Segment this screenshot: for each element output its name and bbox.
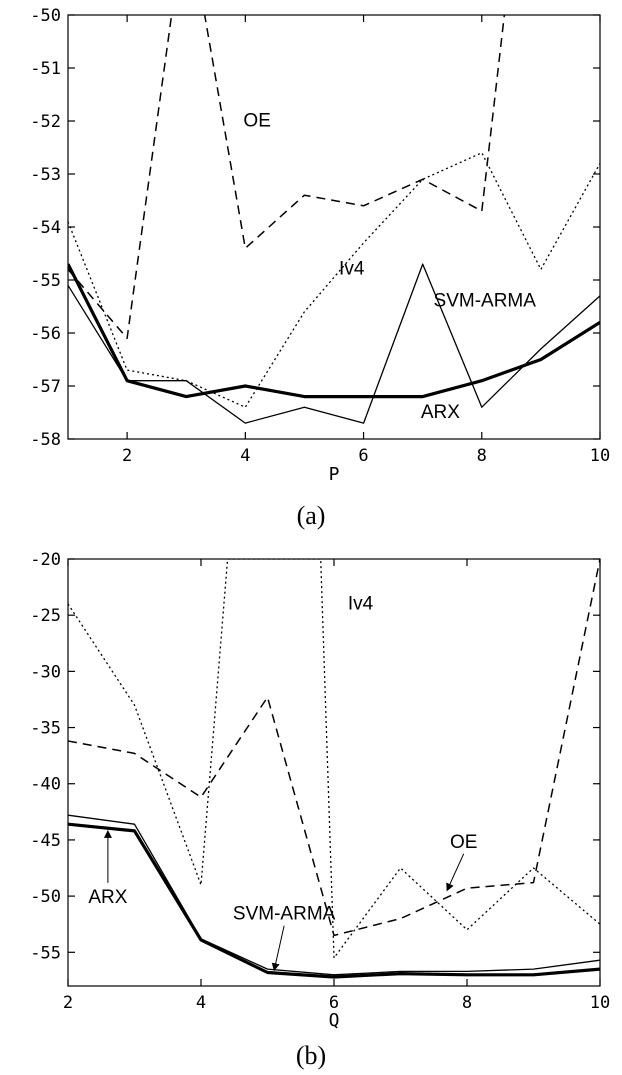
y-tick-label: -53	[30, 165, 61, 185]
y-tick-label: -25	[30, 606, 61, 626]
x-tick-label: 4	[240, 446, 250, 466]
x-tick-label: 6	[358, 446, 368, 466]
x-axis-label-a: P	[329, 464, 340, 485]
y-tick-label: -30	[30, 662, 61, 682]
annotation-iv4: Iv4	[339, 259, 365, 280]
annotation-arrow-svm-arma	[271, 925, 285, 972]
annotation-iv4: Iv4	[348, 594, 374, 615]
series-line-svm-arma	[68, 263, 600, 424]
y-tick-label: -45	[30, 831, 61, 851]
x-tick-label: 8	[477, 446, 487, 466]
y-tick-label: -20	[30, 550, 61, 570]
x-tick-label: 10	[590, 446, 610, 466]
x-tick-label: 10	[590, 993, 610, 1013]
y-tick-label: -50	[30, 887, 61, 907]
y-tick-label: -57	[30, 377, 61, 397]
annotation-oe: OE	[243, 110, 270, 131]
ticks-b: 2 4 6 8 10 -55 -50 -45 -40 -35 -30 -25 -20	[30, 550, 610, 1013]
series-b	[68, 559, 600, 979]
caption-a: (a)	[297, 501, 326, 530]
annotation-oe: OE	[450, 832, 477, 853]
caption-b: (b)	[296, 1041, 326, 1070]
plot-frame-a	[67, 14, 601, 440]
y-tick-label: -40	[30, 775, 61, 795]
x-axis-label-b: Q	[329, 1010, 340, 1031]
annotation-arrow-oe	[446, 853, 465, 892]
series-line-arx	[68, 822, 600, 979]
x-tick-label: 6	[329, 993, 339, 1013]
y-tick-label: -54	[30, 218, 61, 238]
y-tick-label: -52	[30, 112, 61, 132]
y-tick-label: -58	[30, 430, 61, 450]
x-tick-label: 8	[462, 993, 472, 1013]
annotation-svm-arma: SVM-ARMA	[233, 904, 336, 925]
y-tick-label: -55	[30, 943, 61, 963]
series-line-arx	[68, 263, 600, 399]
y-tick-label: -51	[30, 59, 61, 79]
x-tick-label: 2	[122, 446, 132, 466]
annotation-svm-arma: SVM-ARMA	[434, 291, 537, 312]
annotations-a: OE Iv4 SVM-ARMA ARX	[243, 110, 537, 423]
y-tick-label: -56	[30, 324, 61, 344]
annotations-b: Iv4 OE ARX SVM-ARMA	[88, 594, 477, 972]
series-a	[68, 15, 600, 424]
annotation-arx: ARX	[88, 887, 127, 908]
annotation-arx: ARX	[421, 402, 460, 423]
x-tick-label: 2	[63, 993, 73, 1013]
y-tick-label: -55	[30, 271, 61, 291]
panel-a: 2 4 6 8 10 -58 -57 -56 -55 -54 -53 -52 -51 -50 OE Iv4 S…	[30, 6, 610, 530]
y-tick-label: -50	[30, 6, 61, 26]
x-tick-label: 4	[196, 993, 206, 1013]
series-line-oe	[68, 15, 506, 340]
ticks-a: 2 4 6 8 10 -58 -57 -56 -55 -54 -53 -52 -51 -50	[30, 6, 610, 466]
y-tick-label: -35	[30, 719, 61, 739]
series-line-iv4	[68, 559, 600, 959]
panel-b: 2 4 6 8 10 -55 -50 -45 -40 -35 -30 -25 -20 Iv4 OE ARX S…	[30, 550, 610, 1070]
series-line-svm-arma	[68, 814, 600, 976]
series-line-oe	[68, 559, 600, 937]
